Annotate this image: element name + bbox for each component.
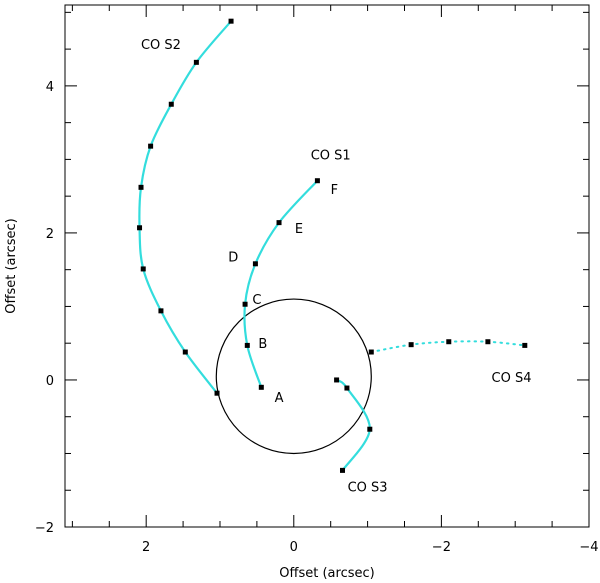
data-point-co-s3 [344,385,350,391]
y-tick-label: −2 [35,521,54,536]
beam-circle [215,298,372,455]
data-point-co-s2 [140,266,146,272]
data-point-co-s1 [242,301,248,307]
data-point-co-s2 [193,59,199,65]
data-point-co-s4 [446,339,452,345]
data-point-co-s1 [314,178,320,184]
annotation-layer: A B C D E F [228,183,338,406]
data-point-co-s4 [408,342,414,348]
axis-ticks [65,5,590,528]
y-axis-label: Offset (arcsec) [4,218,19,313]
data-point-co-s1 [244,342,250,348]
data-point-co-s2 [137,225,143,231]
series-label-co-s3: CO S3 [348,481,388,496]
point-label-b: B [258,337,267,352]
point-label-d: D [228,250,238,265]
data-point-co-s2 [214,390,220,396]
series-layer: CO S2 CO S1 CO S3 CO S4 [137,18,532,496]
data-point-co-s3 [367,426,373,432]
circle-layer [215,298,372,455]
data-point-co-s2 [182,349,188,355]
series-line-co-s3 [335,378,371,472]
data-point-co-s4 [485,339,491,345]
plot-frame [64,4,590,528]
x-tick-labels: 2 0 −2 −4 [142,540,599,555]
series-label-co-s4: CO S4 [492,371,532,386]
data-point-co-s2 [158,308,164,314]
data-point-co-s3 [334,377,340,383]
data-point-co-s2 [148,143,154,149]
data-point-co-s4 [522,342,528,348]
series-label-co-s1: CO S1 [311,148,351,163]
x-tick-label: 2 [142,540,150,555]
point-label-c: C [252,293,261,308]
x-tick-label: −4 [579,540,598,555]
data-point-co-s1 [258,384,264,390]
series-line-co-s1 [243,179,319,389]
y-tick-labels: −2 0 2 4 [35,80,54,536]
x-tick-label: −2 [432,540,451,555]
data-point-co-s3 [339,467,345,473]
data-point-co-s2 [228,18,234,24]
data-point-co-s1 [276,220,282,226]
point-label-a: A [275,391,284,406]
data-point-co-s1 [252,261,258,267]
y-tick-label: 0 [46,374,54,389]
data-point-co-s4 [368,349,374,355]
point-label-f: F [331,183,338,198]
x-axis-label: Offset (arcsec) [279,566,374,581]
y-tick-label: 4 [46,80,54,95]
series-label-co-s2: CO S2 [141,38,181,53]
data-point-co-s2 [168,101,174,107]
series-line-co-s2 [138,20,233,395]
data-point-co-s2 [138,184,144,190]
x-tick-label: 0 [290,540,298,555]
y-tick-label: 2 [46,227,54,242]
point-label-e: E [295,222,303,237]
